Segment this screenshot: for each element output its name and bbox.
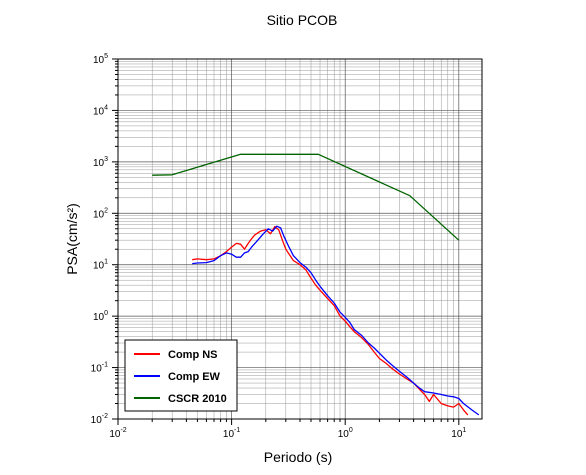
y-tick-base: 10 bbox=[93, 312, 105, 323]
y-tick-exponent: 5 bbox=[104, 53, 108, 60]
y-tick-label: 10-1 bbox=[91, 362, 108, 375]
y-tick-exponent: -2 bbox=[102, 413, 108, 420]
y-tick-label: 100 bbox=[93, 310, 108, 323]
y-tick-exponent: 4 bbox=[104, 104, 108, 111]
y-tick-exponent: 2 bbox=[104, 207, 108, 214]
x-tick-label: 100 bbox=[338, 427, 353, 440]
y-tick-label: 10-2 bbox=[91, 413, 108, 426]
y-tick-base: 10 bbox=[91, 364, 103, 375]
y-tick-exponent: 0 bbox=[104, 310, 108, 317]
x-tick-exponent: 1 bbox=[462, 427, 466, 434]
x-tick-base: 10 bbox=[338, 429, 350, 440]
legend: Comp NS Comp EW CSCR 2010 bbox=[124, 339, 238, 412]
y-tick-base: 10 bbox=[93, 106, 105, 117]
y-tick-label: 101 bbox=[93, 259, 108, 272]
y-tick-base: 10 bbox=[93, 209, 105, 220]
x-axis: 10-2 10-1 100 101 bbox=[109, 419, 466, 440]
legend-label-cscr: CSCR 2010 bbox=[168, 393, 227, 405]
x-tick-label: 101 bbox=[451, 427, 466, 440]
series-comp-ew-line bbox=[192, 225, 480, 416]
y-tick-base: 10 bbox=[93, 55, 105, 66]
x-tick-exponent: -2 bbox=[120, 427, 126, 434]
y-tick-base: 10 bbox=[93, 261, 105, 272]
x-tick-exponent: 0 bbox=[349, 427, 353, 434]
y-axis-title: PSA(cm/s²) bbox=[64, 203, 80, 275]
x-axis-title: Periodo (s) bbox=[264, 449, 332, 465]
legend-label-ew: Comp EW bbox=[168, 371, 221, 383]
y-tick-label: 103 bbox=[93, 156, 108, 169]
chart-title: Sitio PCOB bbox=[267, 12, 338, 28]
y-tick-base: 10 bbox=[91, 415, 103, 426]
series-cscr-2010-line bbox=[152, 153, 460, 241]
x-tick-base: 10 bbox=[109, 429, 121, 440]
x-tick-base: 10 bbox=[451, 429, 463, 440]
x-tick-label: 10-2 bbox=[109, 427, 126, 440]
y-tick-base: 10 bbox=[93, 158, 105, 169]
x-tick-base: 10 bbox=[223, 429, 235, 440]
y-tick-exponent: 3 bbox=[104, 156, 108, 163]
y-tick-label: 104 bbox=[93, 104, 108, 117]
y-tick-exponent: 1 bbox=[104, 259, 108, 266]
series-comp-ns-line bbox=[192, 225, 469, 416]
x-tick-label: 10-1 bbox=[223, 427, 240, 440]
y-tick-label: 105 bbox=[93, 53, 108, 66]
y-tick-label: 102 bbox=[93, 207, 108, 220]
series-layer bbox=[152, 153, 480, 416]
y-tick-exponent: -1 bbox=[102, 362, 108, 369]
x-tick-exponent: -1 bbox=[234, 427, 240, 434]
legend-label-ns: Comp NS bbox=[168, 349, 218, 361]
